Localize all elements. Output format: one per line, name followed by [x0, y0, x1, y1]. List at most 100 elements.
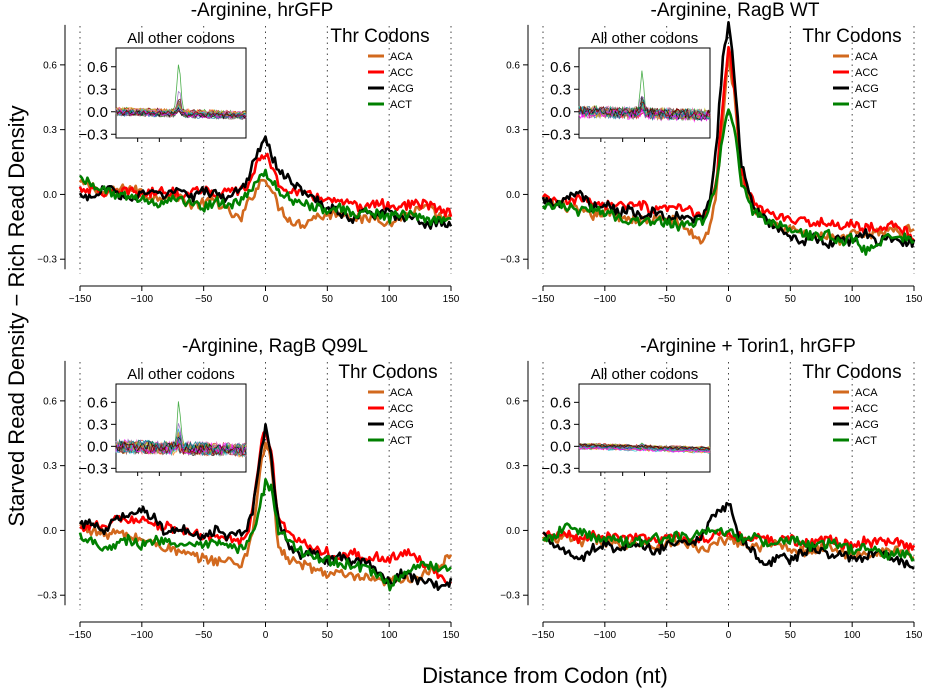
- x-tick-label: −150: [532, 630, 555, 641]
- x-tick-label: −150: [69, 294, 92, 305]
- panel-title: -Arginine, RagB WT: [651, 0, 820, 21]
- legend-label: ACC: [855, 67, 878, 79]
- inset-y-tick-label: 0.3: [87, 416, 108, 433]
- series-line-act: [541, 522, 915, 562]
- x-tick-label: 150: [906, 294, 923, 305]
- legend-title: Thr Codons: [802, 26, 901, 47]
- legend-label: ACG: [855, 83, 879, 95]
- series-line-act: [541, 108, 915, 256]
- legend-label: ACA: [855, 51, 878, 63]
- inset-y-tick-label: 0.3: [87, 81, 108, 98]
- inset-y-tick-label: 0.6: [550, 394, 571, 411]
- legend-label: ACT: [855, 435, 877, 447]
- x-tick-label: −50: [195, 630, 212, 641]
- legend-label: ACA: [390, 387, 413, 399]
- series-line-act: [79, 168, 452, 227]
- y-axis-label: Starved Read Density − Rich Read Density: [4, 105, 29, 526]
- y-tick-label: 0.6: [506, 60, 520, 71]
- inset-frame: [578, 383, 711, 473]
- legend-label: ACG: [390, 419, 414, 431]
- x-tick-label: −100: [131, 630, 154, 641]
- y-tick-label: 0.3: [506, 125, 520, 136]
- x-axis-label: Distance from Codon (nt): [422, 663, 668, 688]
- inset-title: All other codons: [127, 366, 235, 383]
- y-tick-label: −0.3: [37, 255, 57, 266]
- inset-y-tick-label: −0.3: [541, 126, 571, 143]
- legend-title: Thr Codons: [802, 362, 901, 383]
- inset-codon-line: [578, 101, 711, 121]
- panel-2: -Arginine, RagB WT −0.3 0.0 0.3 0.6 −150 −100 −…: [500, 0, 923, 305]
- y-tick-label: 0.3: [506, 461, 520, 472]
- inset-y-tick-label: 0.0: [550, 438, 571, 455]
- panel-4: -Arginine + Torin1, hrGFP −0.3 0.0 0.3 0.6 −1…: [500, 336, 923, 641]
- x-tick-label: 0: [726, 294, 732, 305]
- x-tick-label: −50: [195, 294, 212, 305]
- inset-all-other-codons: All other codons 0.6 0.3 0.0 −0.3: [541, 366, 711, 477]
- inset-title: All other codons: [591, 30, 699, 47]
- y-tick-label: 0.0: [506, 526, 520, 537]
- series-line-act: [78, 478, 452, 592]
- panel-title: -Arginine, hrGFP: [191, 0, 334, 21]
- x-tick-label: 0: [263, 630, 269, 641]
- y-tick-label: 0.6: [506, 396, 520, 407]
- inset-y-tick-label: 0.0: [550, 104, 571, 121]
- legend-label: ACG: [855, 419, 879, 431]
- legend-label: ACT: [390, 435, 412, 447]
- y-tick-label: 0.0: [506, 190, 520, 201]
- inset-codon-line: [578, 445, 711, 453]
- panel-title: -Arginine, RagB Q99L: [182, 336, 368, 357]
- x-tick-label: 0: [726, 630, 732, 641]
- panel-3: -Arginine, RagB Q99L −0.3 0.0 0.3 0.6 −150 −10…: [37, 336, 460, 641]
- legend-label: ACC: [855, 403, 878, 415]
- inset-codon-line: [115, 435, 247, 455]
- inset-y-tick-label: 0.6: [550, 59, 571, 76]
- inset-frame: [115, 47, 247, 139]
- x-tick-label: −150: [532, 294, 555, 305]
- inset-y-tick-label: −0.3: [78, 460, 108, 477]
- inset-y-tick-label: 0.3: [550, 416, 571, 433]
- y-tick-label: 0.6: [43, 60, 57, 71]
- y-tick-label: −0.3: [37, 591, 57, 602]
- y-tick-label: 0.3: [43, 461, 57, 472]
- legend-label: ACA: [390, 51, 413, 63]
- inset-y-tick-label: −0.3: [78, 126, 108, 143]
- y-tick-label: 0.0: [43, 526, 57, 537]
- x-tick-label: 100: [381, 630, 398, 641]
- inset-y-tick-label: 0.0: [87, 438, 108, 455]
- inset-codon-line: [115, 109, 247, 119]
- x-tick-label: −100: [131, 294, 154, 305]
- legend-label: ACC: [390, 403, 413, 415]
- x-tick-label: 150: [906, 630, 923, 641]
- inset-title: All other codons: [127, 30, 235, 47]
- panel-title: -Arginine + Torin1, hrGFP: [640, 336, 856, 357]
- inset-y-tick-label: −0.3: [541, 460, 571, 477]
- legend-label: ACT: [855, 99, 877, 111]
- x-tick-label: 50: [785, 630, 797, 641]
- x-tick-label: 150: [443, 630, 460, 641]
- inset-all-other-codons: All other codons 0.6 0.3 0.0 −0.3: [78, 30, 247, 143]
- inset-codon-line: [578, 445, 711, 453]
- x-tick-label: 100: [844, 630, 861, 641]
- inset-y-tick-label: 0.3: [550, 81, 571, 98]
- inset-codon-line: [115, 442, 247, 457]
- legend-title: Thr Codons: [338, 362, 437, 383]
- inset-y-tick-label: 0.6: [87, 394, 108, 411]
- x-tick-label: −50: [658, 630, 675, 641]
- inset-all-other-codons: All other codons 0.6 0.3 0.0 −0.3: [78, 366, 247, 477]
- inset-codon-line: [579, 443, 711, 451]
- inset-y-tick-label: 0.0: [87, 104, 108, 121]
- series-line-acg: [78, 135, 453, 230]
- x-tick-label: −150: [69, 630, 92, 641]
- x-tick-label: 50: [785, 294, 797, 305]
- legend-label: ACG: [390, 83, 414, 95]
- legend-title: Thr Codons: [330, 26, 429, 47]
- panel-1: -Arginine, hrGFP −0.3 0.0 0.3 0.6 −150 −100 −50…: [37, 0, 460, 305]
- x-tick-label: 0: [263, 294, 269, 305]
- legend-label: ACC: [390, 67, 413, 79]
- x-tick-label: 50: [322, 630, 334, 641]
- inset-all-other-codons: All other codons 0.6 0.3 0.0 −0.3: [541, 30, 711, 143]
- y-tick-label: −0.3: [500, 255, 520, 266]
- series-line-acg: [78, 423, 453, 591]
- inset-codon-line: [578, 101, 711, 119]
